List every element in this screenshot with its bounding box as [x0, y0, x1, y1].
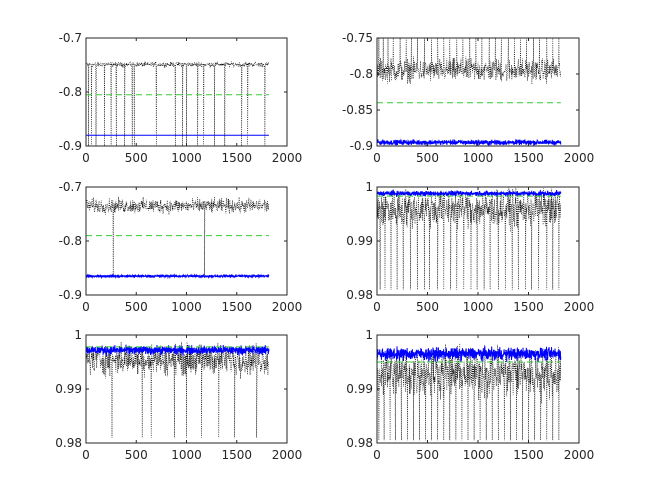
x-tick-label: 2000	[272, 151, 303, 165]
y-tick-label: 0.99	[55, 382, 82, 396]
y-tick-label: -0.8	[59, 234, 82, 248]
plot-area	[377, 187, 562, 290]
x-tick-label: 1000	[463, 448, 494, 462]
y-tick-label: 1	[365, 180, 373, 194]
x-tick-label: 1000	[171, 448, 202, 462]
x-tick-label: 2000	[564, 448, 595, 462]
x-tick-label: 500	[125, 448, 148, 462]
x-tick-label: 2000	[564, 151, 595, 165]
y-tick-label: -0.8	[59, 85, 82, 99]
y-tick-label: -0.9	[59, 288, 82, 302]
x-tick-label: 1000	[171, 300, 202, 314]
y-tick-label: 1	[74, 328, 82, 342]
y-tick-label: 1	[365, 328, 373, 342]
y-tick-label: 0.99	[346, 234, 373, 248]
series-3-line	[86, 273, 270, 280]
plot-area	[86, 341, 270, 438]
x-tick-label: 500	[125, 300, 148, 314]
x-tick-label: 1500	[513, 448, 544, 462]
x-tick-label: 1500	[513, 151, 544, 165]
y-tick-label: 0.99	[346, 382, 373, 396]
x-tick-label: 0	[373, 300, 381, 314]
plot-area	[86, 61, 269, 146]
axes-frame	[376, 37, 580, 147]
series-1-line	[377, 187, 561, 290]
plot-area	[377, 38, 562, 146]
x-tick-label: 2000	[272, 448, 303, 462]
subplot-5: 0 500 1000 1500 2000 0.98 0.99 1	[55, 328, 302, 462]
y-tick-label: -0.8	[350, 67, 373, 81]
series-1-line	[377, 343, 561, 441]
x-tick-label: 0	[82, 448, 90, 462]
x-tick-label: 0	[82, 151, 90, 165]
x-tick-label: 0	[373, 151, 381, 165]
subplot-6: 0 500 1000 1500 2000 0.98 0.99 1	[346, 328, 594, 462]
series-1-line	[86, 61, 269, 146]
series-2-line	[377, 189, 562, 198]
x-tick-label: 1000	[463, 151, 494, 165]
x-tick-label: 1500	[513, 300, 544, 314]
series-2-line	[86, 344, 270, 356]
y-tick-label: 0.98	[346, 436, 373, 450]
y-tick-label: -0.9	[59, 139, 82, 153]
subplot-2: 0 500 1000 1500 2000 -0.9 -0.85 -0.8 -0.75	[342, 31, 594, 165]
y-tick-label: -0.7	[59, 31, 82, 45]
x-tick-label: 500	[125, 151, 148, 165]
x-tick-label: 1000	[171, 151, 202, 165]
subplot-4: 0 500 1000 1500 2000 0.98 0.99 1	[346, 180, 594, 314]
plot-area	[377, 343, 562, 441]
subplot-3: 0 500 1000 1500 2000 -0.9 -0.8 -0.7	[59, 180, 303, 314]
x-tick-label: 1000	[463, 300, 494, 314]
x-tick-label: 500	[416, 448, 439, 462]
y-tick-label: 0.98	[55, 436, 82, 450]
y-tick-label: -0.7	[59, 180, 82, 194]
x-tick-label: 2000	[272, 300, 303, 314]
subplot-1: 0 500 1000 1500 2000 -0.9 -0.8 -0.7	[59, 31, 303, 165]
plot-area	[86, 196, 270, 280]
series-1-line	[86, 341, 270, 438]
y-tick-label: -0.75	[342, 31, 373, 45]
x-tick-label: 1500	[221, 300, 252, 314]
y-tick-label: 0.98	[346, 288, 373, 302]
x-tick-label: 500	[416, 300, 439, 314]
y-tick-label: -0.9	[350, 139, 373, 153]
series-3-line	[377, 138, 562, 146]
y-tick-label: -0.85	[342, 103, 373, 117]
x-tick-label: 2000	[564, 300, 595, 314]
x-tick-label: 500	[416, 151, 439, 165]
series-2-line	[377, 344, 562, 363]
x-tick-label: 1500	[221, 151, 252, 165]
x-tick-label: 0	[82, 300, 90, 314]
x-tick-label: 1500	[221, 448, 252, 462]
series-1-line	[86, 196, 270, 277]
x-tick-label: 0	[373, 448, 381, 462]
